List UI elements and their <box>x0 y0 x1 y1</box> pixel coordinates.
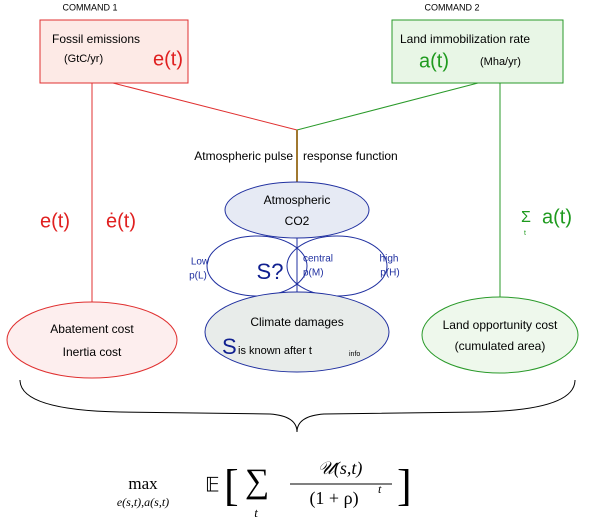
cost-label: Inertia cost <box>63 345 122 359</box>
box-variable: e(t) <box>153 48 183 70</box>
sum-sign: Σ <box>521 209 531 226</box>
connector <box>296 82 479 131</box>
scenario-prob: p(H) <box>380 268 399 279</box>
state-symbol: S <box>222 334 237 359</box>
command-label: COMMAND 2 <box>424 2 479 12</box>
formula: max e(s,t),a(s,t) 𝔼 [ ∑ t 𝒰(s,t) (1 + ρ)… <box>117 458 412 520</box>
scenario-name: central <box>303 254 333 265</box>
formula-exponent: t <box>378 482 382 496</box>
box-variable: a(t) <box>419 50 449 72</box>
formula-max: max <box>128 474 158 493</box>
scenario-prob: p(L) <box>189 271 207 282</box>
pulse-label: Atmospheric pulse <box>194 149 293 163</box>
box-title: Fossil emissions <box>52 32 140 46</box>
co2-label: CO2 <box>285 214 310 228</box>
formula-bracket: ] <box>397 461 412 510</box>
command-box <box>39 19 189 84</box>
box-unit: (GtC/yr) <box>64 53 103 65</box>
land-label: a(t) <box>542 206 572 228</box>
cost-node <box>6 301 178 379</box>
cost-label: Land opportunity cost <box>443 318 558 332</box>
unknown-state: S? <box>257 259 284 284</box>
box-unit: (Mha/yr) <box>480 56 521 68</box>
co2-label: Atmospheric <box>264 193 331 207</box>
formula-denominator: (1 + ρ) <box>309 488 358 509</box>
formula-under: e(s,t),a(s,t) <box>117 495 169 509</box>
cost-label: Abatement cost <box>50 322 134 336</box>
emission-label: e(t) <box>40 210 70 232</box>
co2-node <box>224 181 370 239</box>
scenario-loop <box>286 235 388 297</box>
scenario-prob: p(M) <box>303 268 324 279</box>
damage-node <box>204 291 390 373</box>
formula-bracket: [ <box>224 461 239 510</box>
connector <box>112 82 298 131</box>
cost-subscript: info <box>349 351 360 358</box>
cost-node <box>421 296 579 374</box>
scenario-name: high <box>380 254 399 265</box>
cost-label: Climate damages <box>250 315 343 329</box>
sum-index: t <box>524 230 526 237</box>
cost-label: is known after t <box>238 345 312 357</box>
formula-expect: 𝔼 <box>205 475 220 497</box>
scenario-name: Low <box>191 257 210 268</box>
pulse-label: response function <box>303 149 398 163</box>
formula-numerator: 𝒰(s,t) <box>318 458 363 479</box>
command-label: COMMAND 1 <box>62 2 117 12</box>
cost-label: (cumulated area) <box>455 339 546 353</box>
box-title: Land immobilization rate <box>400 32 530 46</box>
formula-sum: ∑ <box>245 463 269 500</box>
formula-index: t <box>254 505 258 520</box>
command-box <box>391 19 564 84</box>
emission-label: ė(t) <box>106 210 136 232</box>
brace <box>19 379 576 433</box>
